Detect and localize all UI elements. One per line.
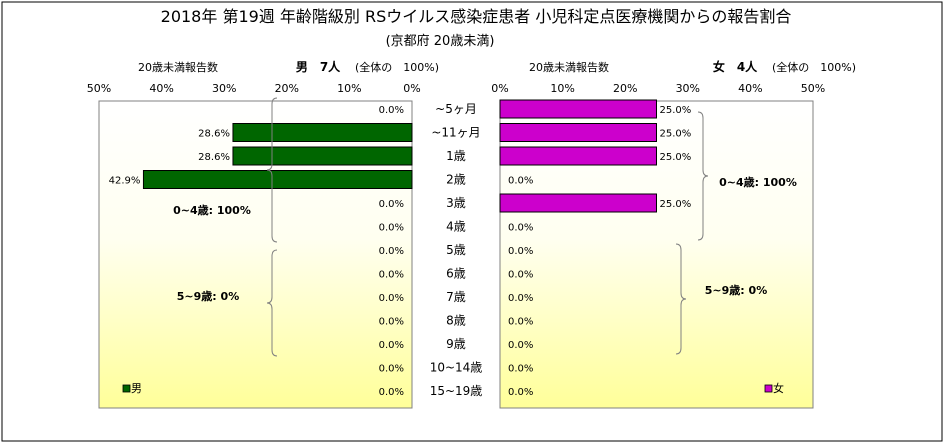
- male-bar: [232, 146, 413, 166]
- female-tick-label: 10%: [550, 82, 574, 95]
- category-labels: ~5ヶ月 ~11ヶ月 1歳 2歳 3歳 4歳 5歳 6歳 7歳 8歳 9歳 10~14歳 15~19歳: [430, 102, 483, 398]
- male-value-label: 0.0%: [379, 293, 404, 304]
- male-value-label: 0.0%: [379, 105, 404, 116]
- male-tick-label: 0%: [403, 82, 420, 95]
- female-value-label: 0.0%: [508, 270, 533, 281]
- male-group-brackets: 0~4歳: 100% 5~9歳: 0%: [173, 97, 278, 357]
- female-tick-label: 20%: [613, 82, 637, 95]
- chart-subtitle: (京都府 20歳未満): [386, 34, 495, 49]
- female-tick-label: 0%: [491, 82, 508, 95]
- category-label: ~11ヶ月: [431, 126, 480, 140]
- female-group-label: 5~9歳: 0%: [705, 283, 767, 297]
- legend-female-swatch: [764, 384, 773, 393]
- category-label: 6歳: [446, 267, 466, 281]
- male-value-label: 0.0%: [379, 223, 404, 234]
- female-bar: [499, 146, 657, 166]
- female-value-label: 0.0%: [508, 293, 533, 304]
- category-label: 4歳: [446, 220, 466, 234]
- female-group-brackets: 0~4歳: 100% 5~9歳: 0%: [675, 111, 797, 355]
- female-value-label: 0.0%: [508, 387, 533, 398]
- male-bars: [142, 123, 413, 189]
- male-header-label: 20歳未満報告数: [138, 61, 218, 74]
- male-value-label: 0.0%: [379, 317, 404, 328]
- chart-title: 2018年 第19週 年齢階級別 RSウイルス感染症患者 小児科定点医療機関から…: [161, 7, 792, 26]
- female-value-label: 0.0%: [508, 176, 533, 187]
- male-value-label: 0.0%: [379, 387, 404, 398]
- female-group-label: 0~4歳: 100%: [719, 175, 797, 189]
- female-value-label: 0.0%: [508, 317, 533, 328]
- female-group-bracket: [697, 111, 709, 241]
- female-tick-label: 30%: [676, 82, 700, 95]
- female-value-label: 0.0%: [508, 340, 533, 351]
- female-value-label: 25.0%: [660, 129, 692, 140]
- male-group-label: 0~4歳: 100%: [173, 203, 251, 217]
- legend-male-label: 男: [131, 382, 142, 395]
- male-value-label: 0.0%: [379, 270, 404, 281]
- male-tick-label: 50%: [87, 82, 111, 95]
- female-value-label: 0.0%: [508, 246, 533, 257]
- male-header-count: 男 7人: [296, 59, 341, 74]
- female-tick-label: 40%: [738, 82, 762, 95]
- male-tick-label: 10%: [337, 82, 361, 95]
- female-value-label: 0.0%: [508, 223, 533, 234]
- male-value-label: 42.9%: [109, 176, 141, 187]
- category-label: ~5ヶ月: [435, 102, 477, 116]
- female-tick-label: 50%: [801, 82, 825, 95]
- male-tick-label: 20%: [275, 82, 299, 95]
- female-value-labels: 25.0% 25.0% 25.0% 0.0% 25.0% 0.0% 0.0% 0.0% 0.0%…: [508, 105, 691, 398]
- female-header-total: (全体の 100%): [772, 60, 856, 74]
- female-value-label: 25.0%: [660, 152, 692, 163]
- male-bar: [142, 170, 413, 189]
- male-value-label: 0.0%: [379, 246, 404, 257]
- male-group-bracket: [266, 249, 278, 357]
- category-label: 5歳: [446, 243, 466, 257]
- male-tick-label: 30%: [212, 82, 236, 95]
- female-value-label: 25.0%: [660, 199, 692, 210]
- category-label: 3歳: [446, 196, 466, 210]
- male-value-label: 0.0%: [379, 340, 404, 351]
- male-header-total: (全体の 100%): [355, 60, 439, 74]
- category-label: 8歳: [446, 314, 466, 328]
- female-bar: [499, 123, 657, 142]
- female-value-label: 0.0%: [508, 364, 533, 375]
- category-label: 7歳: [446, 290, 466, 304]
- category-label: 10~14歳: [430, 361, 483, 375]
- female-header-count: 女 4人: [713, 59, 758, 74]
- male-bar: [232, 123, 413, 142]
- female-axis-ticks: 0% 10% 20% 30% 40% 50%: [491, 82, 825, 95]
- legend-male-swatch: [122, 384, 131, 393]
- male-value-label: 0.0%: [379, 199, 404, 210]
- female-group-bracket: [675, 243, 687, 355]
- male-value-label: 0.0%: [379, 364, 404, 375]
- female-value-label: 25.0%: [660, 105, 692, 116]
- category-label: 9歳: [446, 337, 466, 351]
- male-group-label: 5~9歳: 0%: [177, 289, 239, 303]
- male-value-labels: 0.0% 28.6% 28.6% 42.9% 0.0% 0.0% 0.0% 0.0% 0.0% 0…: [109, 105, 404, 398]
- male-group-bracket: [266, 97, 278, 243]
- category-label: 1歳: [446, 149, 466, 163]
- category-label: 2歳: [446, 173, 466, 187]
- female-bar: [499, 99, 657, 119]
- male-value-label: 28.6%: [198, 129, 230, 140]
- male-value-label: 28.6%: [198, 152, 230, 163]
- female-bar: [499, 193, 657, 213]
- category-label: 15~19歳: [430, 384, 483, 398]
- male-tick-label: 40%: [149, 82, 173, 95]
- female-header-label: 20歳未満報告数: [529, 61, 609, 74]
- male-axis-ticks: 50% 40% 30% 20% 10% 0%: [87, 82, 421, 95]
- female-bars: [499, 99, 657, 213]
- legend-female-label: 女: [773, 381, 784, 395]
